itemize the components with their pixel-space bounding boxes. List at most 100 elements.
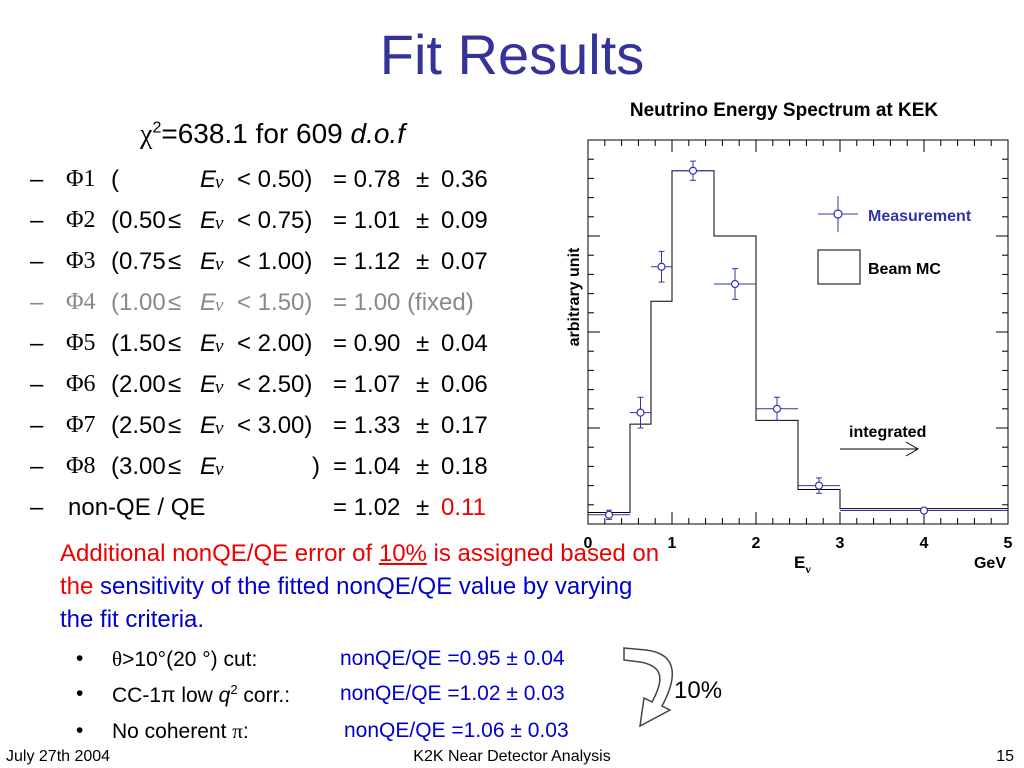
y-axis-label: arbitrary unit	[566, 247, 583, 346]
pm-symbol: ±	[416, 330, 430, 357]
param-le-symbol: ≤	[168, 289, 182, 316]
param-bullet: –	[30, 248, 44, 275]
param-bullet: –	[30, 412, 44, 439]
param-nu: ν	[215, 295, 224, 316]
sub-bullet: •	[76, 719, 84, 742]
param-range-open: (1.00	[111, 289, 166, 316]
param-range-open: (1.50	[111, 330, 166, 357]
measurement-point	[630, 396, 651, 429]
energy-spectrum-chart: Neutrino Energy Spectrum at KEK arbitrar…	[566, 100, 1013, 576]
x-axis-unit: GeV	[974, 555, 1006, 572]
param-range-open: non-QE / QE	[68, 494, 206, 521]
param-result: = 1.04	[333, 453, 401, 480]
sub-bullet: •	[76, 682, 84, 705]
param-range-open: (2.50	[111, 412, 166, 439]
param-result: = 1.00 (fixed)	[333, 289, 474, 316]
param-range-close: < 3.00)	[237, 412, 313, 439]
param-range-open: (	[111, 166, 119, 193]
param-ev: E	[200, 289, 217, 316]
sub-item-cc1pi: • CC-1π low q2 corr.: nonQE/QE =1.02 ± 0…	[76, 682, 636, 708]
footer-page: 15	[996, 748, 1014, 765]
pm-symbol: ±	[416, 248, 430, 275]
param-result: = 0.78	[333, 166, 401, 193]
measurement-marker	[814, 481, 824, 490]
note-paragraph: Additional nonQE/QE error of 10% is assi…	[60, 537, 660, 636]
footer-center: K2K Near Detector Analysis	[413, 748, 611, 765]
param-nu: ν	[215, 418, 224, 439]
param-bullet: –	[30, 371, 44, 398]
note-part2: is assigned based on the	[60, 540, 660, 600]
param-range-close: < 1.50)	[237, 289, 313, 316]
q-symbol: q	[218, 684, 231, 707]
param-le-symbol: ≤	[168, 412, 182, 439]
legend-measurement-marker	[833, 209, 843, 219]
chi2-line: χ2=638.1 for 609 d.o.f	[140, 118, 405, 151]
param-le-symbol: ≤	[168, 330, 182, 357]
pm-symbol: ±	[416, 453, 430, 480]
param-result: = 1.07	[333, 371, 401, 398]
x-axis-sub: ν	[804, 562, 811, 576]
param-ev: E	[200, 412, 217, 439]
pm-symbol: ±	[506, 682, 518, 705]
param-bullet: –	[30, 289, 44, 316]
param-nu: ν	[215, 213, 224, 234]
x-tick-label: 1	[668, 535, 677, 552]
sub-error: 0.03	[527, 719, 569, 742]
param-ev: E	[200, 207, 217, 234]
annotation-integrated: integrated	[849, 424, 926, 441]
param-phi: Φ4	[66, 289, 96, 315]
param-ev: E	[200, 330, 217, 357]
param-result: = 1.33	[333, 412, 401, 439]
x-tick-label: 4	[920, 535, 929, 552]
brace-label: 10%	[674, 677, 722, 704]
param-range-open: (0.75	[111, 248, 166, 275]
param-result: = 0.90	[333, 330, 401, 357]
sub-error: 0.04	[523, 647, 565, 670]
chi-symbol: χ	[140, 119, 153, 150]
param-error: 0.07	[441, 248, 488, 275]
sub-result: nonQE/QE =0.95	[340, 647, 501, 670]
param-le-symbol: ≤	[168, 453, 182, 480]
legend-mc-box	[817, 249, 861, 285]
pm-symbol: ±	[416, 494, 430, 521]
param-range-close: < 2.00)	[237, 330, 313, 357]
measurement-point	[588, 509, 630, 520]
x-axis-label: Eν	[794, 553, 811, 576]
param-error: 0.04	[441, 330, 488, 357]
param-phi: Φ2	[66, 207, 96, 233]
param-nu: ν	[215, 254, 224, 275]
param-error: 0.17	[441, 412, 488, 439]
param-bullet: –	[30, 166, 44, 193]
param-nu: ν	[215, 172, 224, 193]
param-range-close: )	[312, 453, 320, 480]
param-result: = 1.02	[333, 494, 401, 521]
param-range-close: < 0.50)	[237, 166, 313, 193]
sub-label: CC-1π low	[112, 684, 219, 707]
param-bullet: –	[30, 453, 44, 480]
chart-title: Neutrino Energy Spectrum at KEK	[630, 100, 939, 121]
param-nu: ν	[215, 377, 224, 398]
pm-symbol: ±	[416, 166, 430, 193]
chi-value: =638.1 for 609	[161, 118, 351, 149]
param-range-close: < 2.50)	[237, 371, 313, 398]
param-phi: Φ5	[66, 330, 96, 356]
sub-item-coherent: • No coherent π: nonQE/QE =1.06 ± 0.03	[76, 719, 636, 745]
param-le-symbol: ≤	[168, 371, 182, 398]
param-range-open: (0.50	[111, 207, 166, 234]
dof-label: d.o.f	[350, 118, 405, 149]
note-underlined: 10%	[378, 540, 427, 567]
pm-symbol: ±	[416, 371, 430, 398]
param-result: = 1.12	[333, 248, 401, 275]
measurement-point	[840, 506, 1008, 515]
note-part1: Additional nonQE/QE error of	[60, 540, 379, 567]
param-phi: Φ3	[66, 248, 96, 274]
param-ev: E	[200, 248, 217, 275]
sub-label-tail: :	[242, 720, 249, 743]
sub-result: nonQE/QE =1.02	[340, 682, 501, 705]
